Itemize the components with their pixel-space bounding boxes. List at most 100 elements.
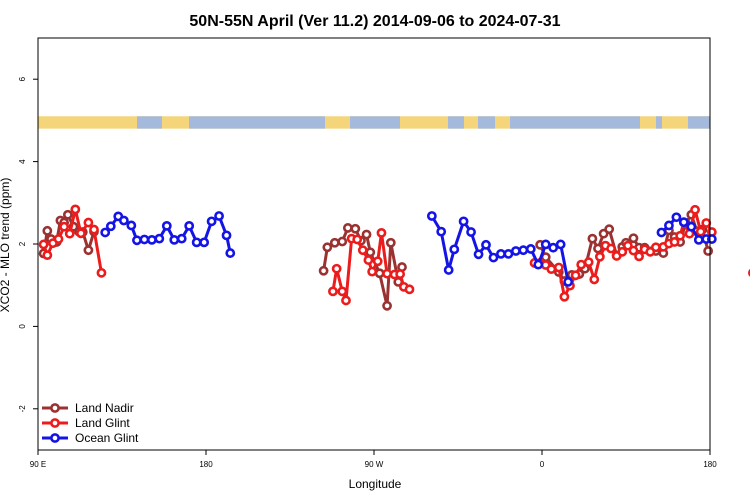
data-point xyxy=(576,259,587,270)
data-point xyxy=(443,265,454,275)
data-point xyxy=(426,211,437,221)
ocean-mask-segment xyxy=(656,116,662,129)
data-point xyxy=(118,215,129,226)
data-point xyxy=(656,227,667,238)
data-point xyxy=(126,220,137,231)
legend-label: Ocean Glint xyxy=(75,431,139,445)
data-point xyxy=(328,286,338,297)
data-point xyxy=(548,242,559,253)
data-point xyxy=(559,291,570,302)
data-point xyxy=(42,250,53,261)
data-point xyxy=(199,237,210,248)
data-point xyxy=(481,239,491,250)
data-point xyxy=(154,233,165,244)
data-point xyxy=(225,248,236,258)
data-point xyxy=(329,237,340,248)
data-point xyxy=(365,247,376,258)
y-tick-label: 6 xyxy=(18,76,27,81)
data-point xyxy=(83,245,94,256)
data-point xyxy=(473,249,484,260)
data-point xyxy=(634,251,644,262)
data-point xyxy=(518,245,529,256)
data-point xyxy=(706,234,717,244)
data-point xyxy=(382,300,392,311)
data-point xyxy=(703,246,714,256)
ocean-mask-segment xyxy=(137,116,162,129)
x-tick-label: 180 xyxy=(199,460,213,469)
legend-item: Land Nadir xyxy=(42,401,134,415)
legend-label: Land Glint xyxy=(75,416,130,430)
data-point xyxy=(546,264,557,275)
series-layer xyxy=(38,204,750,311)
data-point xyxy=(533,259,544,270)
data-point xyxy=(146,234,157,245)
data-point xyxy=(671,212,682,223)
data-point xyxy=(100,227,111,238)
y-tick-label: 0 xyxy=(18,324,27,329)
data-point xyxy=(206,216,217,227)
x-tick-label: 180 xyxy=(703,460,717,469)
legend-item: Ocean Glint xyxy=(42,431,139,445)
data-point xyxy=(555,239,566,250)
data-point xyxy=(214,211,224,221)
ocean-mask-segment xyxy=(510,116,640,129)
data-point xyxy=(570,270,581,281)
data-point xyxy=(42,225,53,236)
data-point xyxy=(105,221,116,232)
data-point xyxy=(589,274,600,285)
data-point xyxy=(540,239,551,250)
legend-swatch-marker xyxy=(50,418,60,428)
series-ocean-glint xyxy=(100,211,717,287)
data-point xyxy=(331,263,342,274)
data-point xyxy=(436,226,447,237)
data-point xyxy=(488,252,499,263)
data-point xyxy=(664,220,674,231)
data-point xyxy=(59,221,70,232)
data-point xyxy=(466,227,476,237)
ocean-mask-segment xyxy=(688,116,710,129)
data-point xyxy=(604,224,615,235)
data-point xyxy=(690,204,700,215)
data-point xyxy=(361,229,372,240)
legend-swatch-marker xyxy=(50,433,60,443)
data-point xyxy=(496,248,506,259)
data-point xyxy=(449,244,460,255)
data-point xyxy=(617,246,628,257)
data-point xyxy=(139,234,150,245)
data-point xyxy=(318,265,329,276)
data-point xyxy=(337,286,348,297)
data-point xyxy=(675,230,686,241)
data-point xyxy=(695,226,706,237)
ocean-mask-segment xyxy=(189,116,325,129)
data-point xyxy=(553,262,564,273)
data-point xyxy=(176,233,187,244)
legend-label: Land Nadir xyxy=(75,401,134,415)
data-point xyxy=(701,218,712,228)
y-tick-label: -2 xyxy=(18,405,27,413)
data-point xyxy=(161,220,172,231)
data-point xyxy=(367,266,378,277)
data-point xyxy=(357,245,368,256)
series-land-glint xyxy=(38,204,750,306)
data-point xyxy=(62,209,73,220)
data-point xyxy=(583,257,594,268)
data-point xyxy=(184,220,195,231)
land-mask-band xyxy=(38,116,710,129)
data-point xyxy=(322,242,333,253)
data-point xyxy=(372,256,383,267)
x-tick-label: 90 E xyxy=(30,460,46,469)
data-point xyxy=(96,267,107,278)
data-point xyxy=(628,233,639,244)
data-point xyxy=(678,217,689,228)
data-point xyxy=(510,246,521,256)
y-tick-label: 4 xyxy=(18,159,27,164)
data-point xyxy=(628,245,639,256)
data-point xyxy=(191,237,202,248)
data-point xyxy=(83,217,94,228)
x-axis-label: Longitude xyxy=(349,477,402,491)
data-point xyxy=(395,269,406,279)
data-point xyxy=(458,216,469,227)
data-point xyxy=(363,255,374,265)
